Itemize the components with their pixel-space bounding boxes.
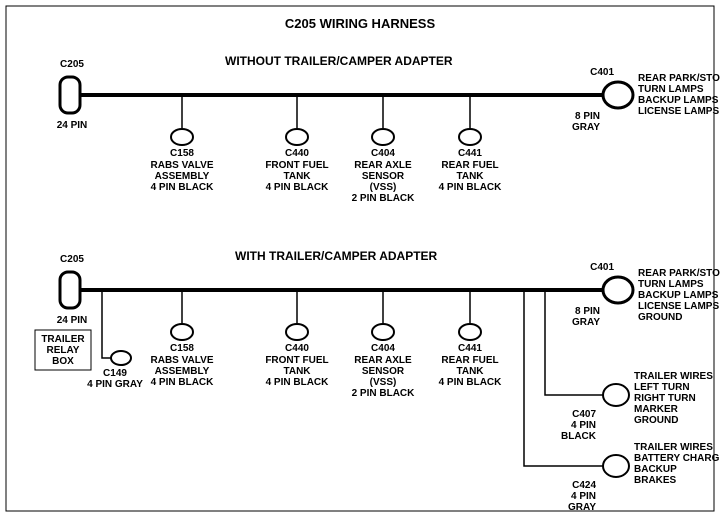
svg-text:C407: C407 <box>572 409 596 420</box>
svg-text:REAR AXLE: REAR AXLE <box>354 160 412 171</box>
svg-text:GRAY: GRAY <box>572 122 600 133</box>
svg-text:RABS VALVE: RABS VALVE <box>151 160 214 171</box>
svg-text:WITHOUT TRAILER/CAMPER ADAPT: WITHOUT TRAILER/CAMPER ADAPTER <box>225 54 453 68</box>
svg-text:TANK: TANK <box>456 366 484 377</box>
svg-text:C205 WIRING HARNESS: C205 WIRING HARNESS <box>285 16 436 31</box>
svg-text:TANK: TANK <box>283 171 311 182</box>
svg-text:TRAILER WIRES: TRAILER WIRES <box>634 371 713 382</box>
svg-text:C424: C424 <box>572 480 596 491</box>
svg-text:LICENSE LAMPS: LICENSE LAMPS <box>638 301 719 312</box>
svg-text:MARKER: MARKER <box>634 404 679 415</box>
svg-text:(VSS): (VSS) <box>370 377 397 388</box>
svg-text:WITH TRAILER/CAMPER ADAPTER: WITH TRAILER/CAMPER ADAPTER <box>235 249 438 263</box>
svg-text:C404: C404 <box>371 343 395 354</box>
svg-text:8 PIN: 8 PIN <box>575 111 600 122</box>
svg-text:BOX: BOX <box>52 356 74 367</box>
svg-text:BRAKES: BRAKES <box>634 475 677 486</box>
svg-text:C205: C205 <box>60 254 84 265</box>
svg-text:C441: C441 <box>458 148 482 159</box>
svg-text:FRONT FUEL: FRONT FUEL <box>265 160 328 171</box>
svg-text:TANK: TANK <box>283 366 311 377</box>
svg-text:REAR FUEL: REAR FUEL <box>441 355 498 366</box>
svg-text:C401: C401 <box>590 67 614 78</box>
svg-text:RELAY: RELAY <box>47 345 80 356</box>
svg-text:BACKUP: BACKUP <box>634 464 677 475</box>
svg-text:RABS VALVE: RABS VALVE <box>151 355 214 366</box>
svg-text:4 PIN BLACK: 4 PIN BLACK <box>266 182 330 193</box>
svg-text:TURN LAMPS: TURN LAMPS <box>638 84 704 95</box>
svg-text:ASSEMBLY: ASSEMBLY <box>155 366 210 377</box>
svg-text:4 PIN GRAY: 4 PIN GRAY <box>87 379 143 390</box>
svg-text:2 PIN BLACK: 2 PIN BLACK <box>352 193 416 204</box>
svg-text:GROUND: GROUND <box>638 312 682 323</box>
svg-text:C205: C205 <box>60 59 84 70</box>
svg-text:C404: C404 <box>371 148 395 159</box>
svg-text:4 PIN: 4 PIN <box>571 420 596 431</box>
svg-text:C158: C158 <box>170 343 194 354</box>
svg-text:RIGHT TURN: RIGHT TURN <box>634 393 696 404</box>
svg-text:FRONT FUEL: FRONT FUEL <box>265 355 328 366</box>
svg-text:TANK: TANK <box>456 171 484 182</box>
svg-text:C158: C158 <box>170 148 194 159</box>
svg-text:GRAY: GRAY <box>568 502 596 513</box>
svg-text:REAR FUEL: REAR FUEL <box>441 160 498 171</box>
svg-text:2 PIN BLACK: 2 PIN BLACK <box>352 388 416 399</box>
svg-text:4 PIN BLACK: 4 PIN BLACK <box>266 377 330 388</box>
svg-text:REAR PARK/STOP: REAR PARK/STOP <box>638 268 720 279</box>
svg-text:TRAILER WIRES: TRAILER WIRES <box>634 442 713 453</box>
svg-text:4 PIN BLACK: 4 PIN BLACK <box>439 377 503 388</box>
svg-text:4 PIN BLACK: 4 PIN BLACK <box>151 182 215 193</box>
svg-text:24 PIN: 24 PIN <box>57 315 88 326</box>
svg-text:GROUND: GROUND <box>634 415 678 426</box>
wiring-diagram: C205 WIRING HARNESS WITHOUT TRAILER/CAMPE… <box>0 0 720 517</box>
svg-text:REAR AXLE: REAR AXLE <box>354 355 412 366</box>
svg-text:C440: C440 <box>285 148 309 159</box>
svg-text:SENSOR: SENSOR <box>362 366 405 377</box>
svg-text:4 PIN BLACK: 4 PIN BLACK <box>439 182 503 193</box>
svg-text:BATTERY CHARGE: BATTERY CHARGE <box>634 453 720 464</box>
svg-text:TURN LAMPS: TURN LAMPS <box>638 279 704 290</box>
svg-text:(VSS): (VSS) <box>370 182 397 193</box>
svg-text:C440: C440 <box>285 343 309 354</box>
svg-text:BACKUP LAMPS: BACKUP LAMPS <box>638 290 719 301</box>
svg-text:BLACK: BLACK <box>561 431 597 442</box>
svg-text:SENSOR: SENSOR <box>362 171 405 182</box>
svg-text:4 PIN BLACK: 4 PIN BLACK <box>151 377 215 388</box>
svg-text:C149: C149 <box>103 368 127 379</box>
svg-text:REAR PARK/STOP: REAR PARK/STOP <box>638 73 720 84</box>
svg-text:BACKUP LAMPS: BACKUP LAMPS <box>638 95 719 106</box>
svg-text:C441: C441 <box>458 343 482 354</box>
svg-text:4 PIN: 4 PIN <box>571 491 596 502</box>
svg-text:8 PIN: 8 PIN <box>575 306 600 317</box>
svg-text:24 PIN: 24 PIN <box>57 120 88 131</box>
svg-text:TRAILER: TRAILER <box>41 334 85 345</box>
svg-text:LEFT TURN: LEFT TURN <box>634 382 690 393</box>
svg-text:ASSEMBLY: ASSEMBLY <box>155 171 210 182</box>
svg-text:C401: C401 <box>590 262 614 273</box>
svg-text:GRAY: GRAY <box>572 317 600 328</box>
svg-text:LICENSE LAMPS: LICENSE LAMPS <box>638 106 719 117</box>
